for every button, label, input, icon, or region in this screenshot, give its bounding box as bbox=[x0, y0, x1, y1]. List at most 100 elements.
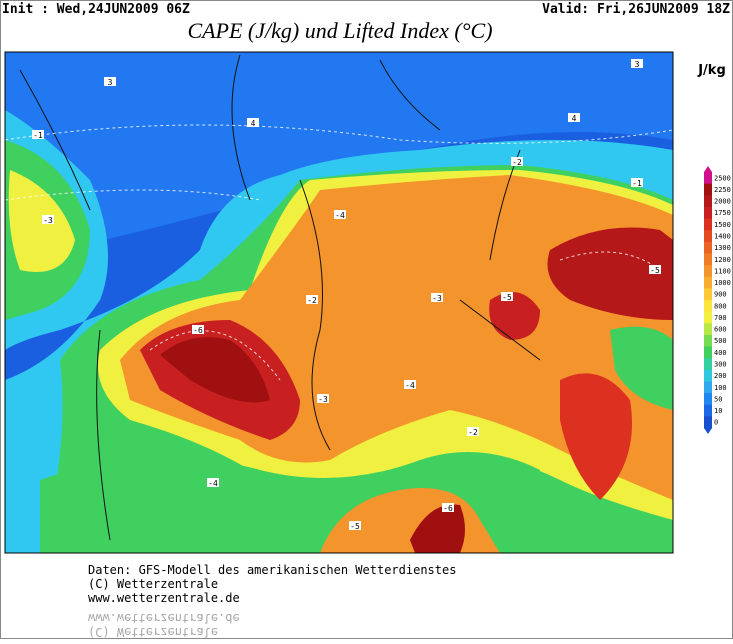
colorbar-label: 2000 bbox=[714, 198, 731, 206]
contour-label: 3 bbox=[635, 60, 640, 69]
contour-label: 4 bbox=[251, 119, 256, 128]
colorbar-label: 600 bbox=[714, 326, 727, 334]
colorbar-segment bbox=[704, 183, 712, 196]
contour-label-box bbox=[631, 59, 643, 68]
contour-label-box bbox=[207, 478, 219, 487]
colorbar-segment bbox=[704, 206, 712, 220]
colorbar-segment bbox=[704, 381, 712, 394]
colorbar-label: 1000 bbox=[714, 279, 731, 287]
colorbar-tip bbox=[704, 166, 712, 172]
colorbar-segment bbox=[704, 311, 712, 324]
contour-label-box bbox=[501, 292, 513, 301]
field-red-east bbox=[547, 227, 673, 320]
colorbar-label: 200 bbox=[714, 372, 727, 380]
colorbar-segment bbox=[704, 288, 712, 301]
field-green-east bbox=[610, 326, 673, 410]
colorbar-segment bbox=[704, 393, 712, 406]
colorbar-label: 0 bbox=[714, 419, 718, 427]
contour-label-box bbox=[442, 503, 454, 512]
colorbar-label: 800 bbox=[714, 302, 727, 310]
contour-label-box bbox=[568, 113, 580, 122]
footer: Daten: GFS-Modell des amerikanischen Wet… bbox=[88, 563, 456, 605]
colorbar-segment bbox=[704, 334, 712, 348]
contour-label-box bbox=[32, 130, 44, 139]
colorbar-label: 500 bbox=[714, 337, 727, 345]
contour-label-box bbox=[42, 215, 54, 224]
field-blue bbox=[5, 52, 673, 260]
legend-unit: J/kg bbox=[697, 63, 726, 78]
colorbar-segment bbox=[704, 358, 712, 371]
colorbar-segment bbox=[704, 323, 712, 336]
contour-label: -5 bbox=[350, 522, 360, 531]
contour-label: -1 bbox=[632, 179, 642, 188]
field-darkred-south bbox=[410, 504, 465, 553]
colorbar-segment bbox=[704, 369, 712, 382]
colorbar-label: 100 bbox=[714, 384, 727, 392]
colorbar-label: 1500 bbox=[714, 221, 731, 229]
contour-label: -2 bbox=[512, 158, 522, 167]
colorbar-segment bbox=[704, 230, 712, 243]
colorbar: 2500225020001750150014001300120011001000… bbox=[704, 166, 731, 434]
contour-label: -3 bbox=[318, 395, 328, 404]
field-yellow bbox=[8, 170, 75, 272]
colorbar-segment bbox=[704, 172, 712, 185]
contour-label: -2 bbox=[468, 428, 478, 437]
contour-label-box bbox=[649, 265, 661, 274]
field-red-central bbox=[489, 292, 540, 340]
contour-label: -3 bbox=[432, 294, 442, 303]
contour-label: -6 bbox=[443, 504, 453, 513]
contour-label: -5 bbox=[650, 266, 660, 275]
colorbar-label: 2500 bbox=[714, 174, 731, 182]
contour-label-box bbox=[404, 380, 416, 389]
colorbar-label: 1200 bbox=[714, 256, 731, 264]
footer-line: Daten: GFS-Modell des amerikanischen Wet… bbox=[88, 563, 456, 577]
colorbar-segment bbox=[704, 300, 712, 313]
contour-label-box bbox=[247, 118, 259, 127]
contour-label-box bbox=[104, 77, 116, 86]
contour-label: -4 bbox=[208, 479, 218, 488]
contour-label: 4 bbox=[572, 114, 577, 123]
field-darkred-west bbox=[160, 337, 270, 403]
contour-label-box bbox=[431, 293, 443, 302]
colorbar-label: 1300 bbox=[714, 244, 731, 252]
contour-labels: -4 -3 -5 -6 -5 -2 -4 -3 -2 -5 -6 -4 -1 -3 3 4 4 3 -2 -1 bbox=[32, 59, 661, 531]
contour-label: -3 bbox=[43, 216, 53, 225]
footer-line-reflection: (C) Wetterzentrale bbox=[88, 625, 218, 639]
colorbar-label: 1100 bbox=[714, 267, 731, 275]
colorbar-segment bbox=[704, 265, 712, 278]
contour-label-box bbox=[511, 157, 523, 166]
colorbar-segment bbox=[704, 218, 712, 231]
borders bbox=[19, 54, 541, 541]
contour-label-box bbox=[317, 394, 329, 403]
init-label: Init : Wed,24JUN2009 06Z bbox=[2, 2, 190, 17]
contour-label: 3 bbox=[108, 78, 113, 87]
colorbar-segment bbox=[704, 195, 712, 208]
colorbar-label: 1400 bbox=[714, 233, 731, 241]
footer-line: www.wetterzentrale.de bbox=[88, 591, 240, 605]
footer-line-reflection: www.wetterzentrale.de bbox=[88, 611, 240, 625]
colorbar-label: 50 bbox=[714, 395, 722, 403]
contours bbox=[5, 124, 673, 381]
title: CAPE (J/kg) und Lifted Index (°C) bbox=[187, 18, 492, 43]
colorbar-label: 700 bbox=[714, 314, 727, 322]
contour-label: -4 bbox=[335, 211, 345, 220]
colorbar-segment bbox=[704, 346, 712, 359]
contour-label-box bbox=[306, 295, 318, 304]
colorbar-label: 900 bbox=[714, 291, 727, 299]
colorbar-segment bbox=[704, 404, 712, 417]
colorbar-tip bbox=[704, 428, 712, 434]
colorbar-segment bbox=[704, 416, 712, 429]
map bbox=[5, 52, 673, 553]
colorbar-label: 300 bbox=[714, 361, 727, 369]
contour-label-box bbox=[192, 325, 204, 334]
footer-line: (C) Wetterzentrale bbox=[88, 577, 218, 591]
colorbar-segment bbox=[704, 253, 712, 266]
colorbar-label: 2250 bbox=[714, 186, 731, 194]
contour-label: -4 bbox=[405, 381, 415, 390]
field-red-south bbox=[560, 373, 632, 500]
colorbar-segment bbox=[704, 241, 712, 254]
contour-label: -2 bbox=[307, 296, 317, 305]
colorbar-label: 10 bbox=[714, 407, 722, 415]
contour-label: -5 bbox=[502, 293, 512, 302]
